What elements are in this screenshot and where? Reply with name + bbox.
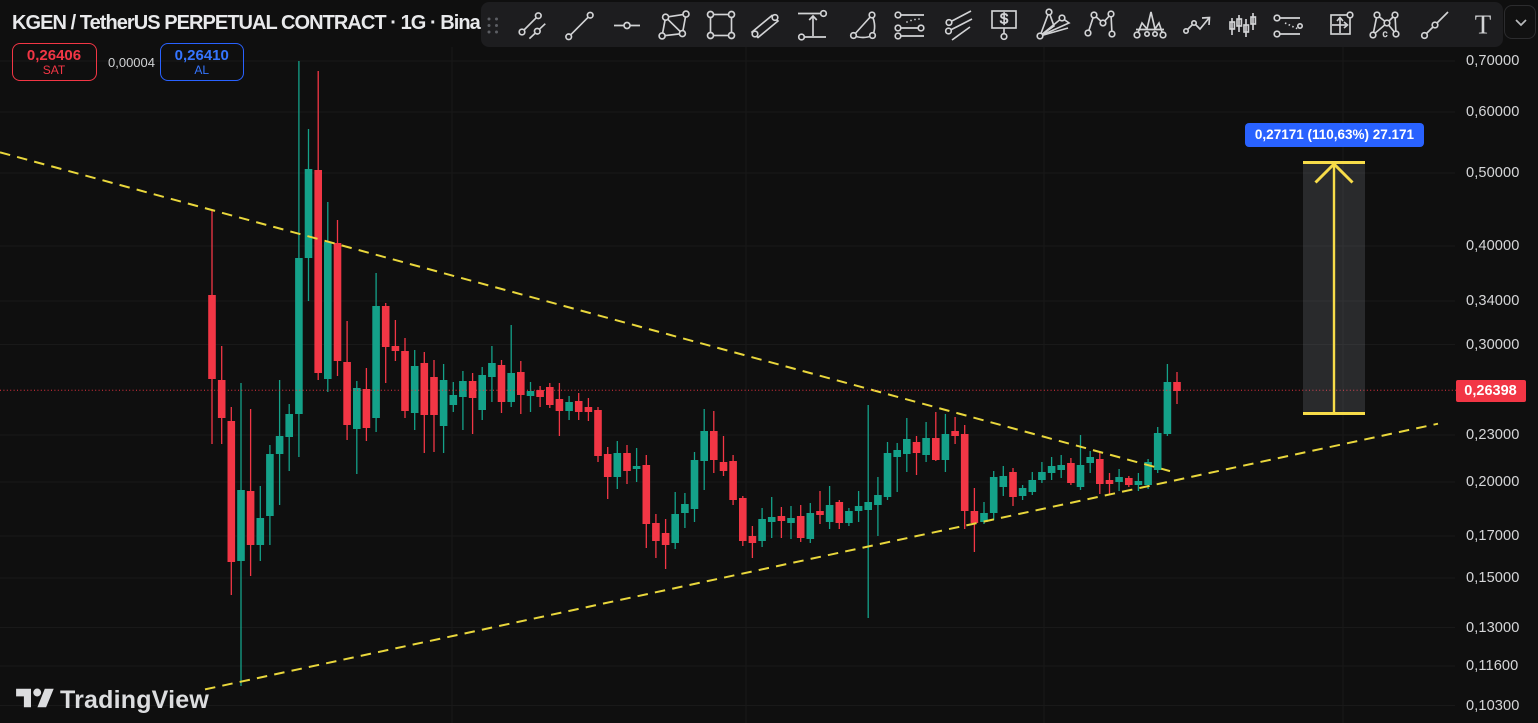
svg-text:$: $ [1000, 11, 1009, 28]
svg-text:T: T [1475, 10, 1492, 40]
svg-text:c: c [1383, 29, 1388, 40]
